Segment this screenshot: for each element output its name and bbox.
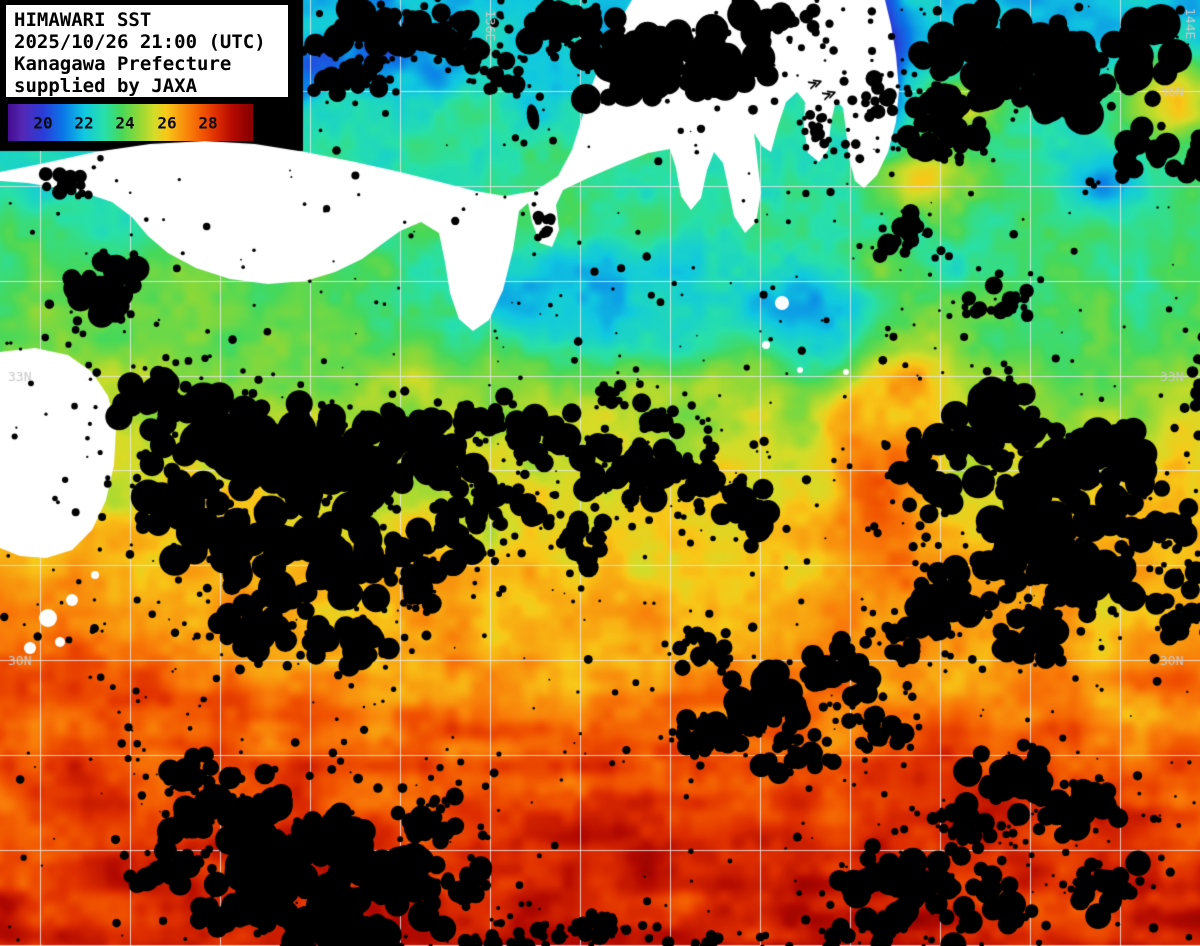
title-line-datetime: 2025/10/26 21:00 (UTC) xyxy=(14,31,266,53)
colorbar-tick: 26 xyxy=(157,113,177,132)
colorbar-tick: 24 xyxy=(115,113,135,132)
colorbar-tick: 20 xyxy=(33,113,53,132)
title-line-source: supplied by JAXA xyxy=(14,75,198,97)
colorbar-gradient: 20 22 24 26 28 xyxy=(8,104,253,141)
title-line-product: HIMAWARI SST xyxy=(14,9,152,31)
colorbar-tick: 22 xyxy=(74,113,94,132)
colorbar-tick: 28 xyxy=(198,113,218,132)
title-box: HIMAWARI SST 2025/10/26 21:00 (UTC) Kana… xyxy=(6,5,288,97)
title-line-region: Kanagawa Prefecture xyxy=(14,53,232,75)
